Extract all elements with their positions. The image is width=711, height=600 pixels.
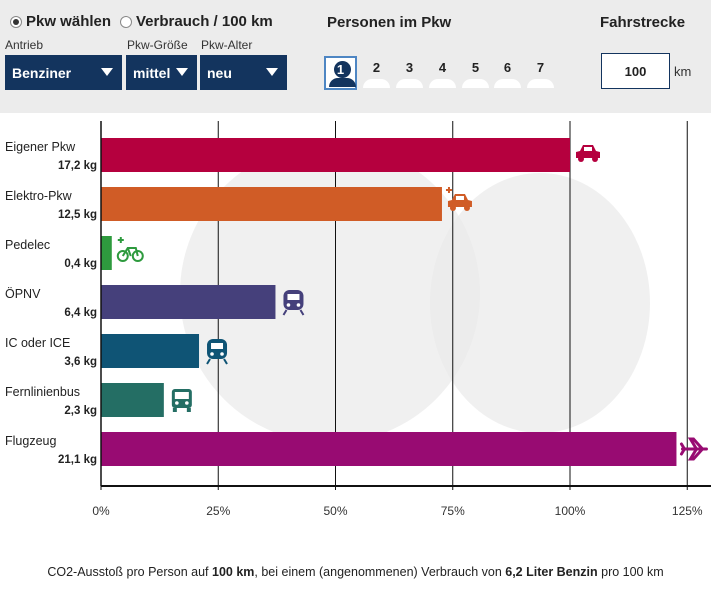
- bar: [101, 334, 200, 368]
- distance-unit: km: [674, 64, 692, 79]
- caption-text: , bei einem (angenommenen) Verbrauch von: [254, 565, 506, 579]
- person-icon: [429, 79, 456, 88]
- x-tick-label: 100%: [555, 504, 586, 518]
- category-label: Flugzeug: [5, 434, 56, 448]
- emissions-chart: Eigener Pkw 17,2 kg Elektro-Pkw 12,5 kg Pede…: [0, 113, 711, 533]
- bar: [101, 432, 677, 466]
- antrieb-select[interactable]: Benziner: [5, 55, 122, 90]
- bar: [101, 187, 442, 221]
- person-option-1[interactable]: 1: [324, 56, 357, 90]
- category-label: Eigener Pkw: [5, 140, 76, 154]
- background-watermark: [430, 173, 650, 433]
- person-count-label: 4: [438, 60, 447, 75]
- person-count-label: 5: [471, 60, 480, 75]
- chevron-down-icon: [176, 68, 188, 76]
- person-option-5[interactable]: 5: [459, 56, 492, 90]
- radio-selected-icon: [10, 15, 22, 28]
- alter-value: neu: [207, 64, 232, 81]
- caption-distance: 100 km: [212, 565, 255, 579]
- tram-icon: [282, 290, 305, 316]
- person-option-2[interactable]: 2: [360, 56, 393, 90]
- value-label: 12,5 kg: [58, 209, 97, 221]
- mode-radio-verbrauch[interactable]: Verbrauch / 100 km: [120, 13, 273, 30]
- mode-radio-verbrauch-label: Verbrauch / 100 km: [136, 13, 273, 30]
- person-icon: [363, 79, 390, 88]
- antrieb-value: Benziner: [12, 64, 72, 81]
- category-label: ÖPNV: [5, 287, 41, 301]
- chart-caption: CO2-Ausstoß pro Person auf 100 km, bei e…: [0, 565, 711, 579]
- alter-label: Pkw-Alter: [201, 38, 253, 52]
- value-label: 21,1 kg: [58, 454, 97, 466]
- distance-title: Fahrstrecke: [600, 14, 686, 31]
- grid-layer: [217, 121, 688, 486]
- bar: [101, 383, 164, 417]
- value-label: 6,4 kg: [64, 307, 97, 319]
- person-option-7[interactable]: 7: [524, 56, 557, 90]
- value-label: 0,4 kg: [64, 258, 97, 270]
- category-label: IC oder ICE: [5, 336, 70, 350]
- electric-car-icon: [445, 187, 472, 211]
- x-tick-label: 75%: [441, 504, 465, 518]
- x-tick-label: 50%: [323, 504, 347, 518]
- category-label: Pedelec: [5, 238, 50, 252]
- category-label: Elektro-Pkw: [5, 189, 73, 203]
- person-count-label: 3: [405, 60, 414, 75]
- person-option-6[interactable]: 6: [491, 56, 524, 90]
- groesse-value: mittel: [133, 64, 171, 81]
- person-option-3[interactable]: 3: [393, 56, 426, 90]
- person-count-label: 6: [503, 60, 512, 75]
- radio-unselected-icon: [120, 15, 132, 28]
- bar-layer: [101, 138, 677, 466]
- persons-title: Personen im Pkw: [327, 14, 452, 31]
- label-layer: Eigener Pkw 17,2 kg Elektro-Pkw 12,5 kg Pede…: [5, 140, 708, 466]
- airplane-icon: [679, 437, 708, 461]
- person-icon: [527, 79, 554, 88]
- category-label: Fernlinienbus: [5, 385, 80, 399]
- pedelec-icon: [116, 237, 144, 262]
- person-icon: [334, 61, 351, 78]
- alter-select[interactable]: neu: [200, 55, 287, 90]
- bar: [101, 236, 112, 270]
- chart-svg: Eigener Pkw 17,2 kg Elektro-Pkw 12,5 kg Pede…: [5, 121, 711, 518]
- value-label: 3,6 kg: [64, 356, 97, 368]
- mode-radio-pkw[interactable]: Pkw wählen: [10, 13, 111, 30]
- chevron-down-icon: [266, 68, 278, 76]
- mode-radio-pkw-label: Pkw wählen: [26, 13, 112, 30]
- antrieb-label: Antrieb: [5, 38, 44, 52]
- x-tick-label: 125%: [672, 504, 703, 518]
- caption-consumption: 6,2 Liter Benzin: [505, 565, 598, 579]
- groesse-label: Pkw-Größe: [127, 38, 188, 52]
- person-option-4[interactable]: 4: [426, 56, 459, 90]
- groesse-select[interactable]: mittel: [126, 55, 197, 90]
- control-panel: Pkw wählen Verbrauch / 100 km Antrieb Pk…: [0, 0, 711, 113]
- value-label: 17,2 kg: [58, 160, 97, 172]
- person-count-label: 7: [536, 60, 545, 75]
- train-icon: [206, 339, 228, 365]
- person-icon: [396, 79, 423, 88]
- axis-layer: 0% 25% 50% 75% 100% 125%: [92, 121, 711, 518]
- value-label: 2,3 kg: [64, 405, 97, 417]
- caption-text: CO2-Ausstoß pro Person auf: [47, 565, 212, 579]
- bar: [101, 285, 276, 319]
- distance-input[interactable]: [601, 53, 670, 89]
- car-icon: [576, 145, 600, 162]
- person-count-label: 2: [372, 60, 381, 75]
- caption-text: pro 100 km: [597, 565, 664, 579]
- person-icon: [494, 79, 521, 88]
- bus-icon: [171, 389, 192, 412]
- x-tick-label: 0%: [92, 504, 110, 518]
- person-count-label: 1: [336, 62, 345, 77]
- x-tick-label: 25%: [206, 504, 230, 518]
- chevron-down-icon: [101, 68, 113, 76]
- person-icon: [462, 79, 489, 88]
- bar: [101, 138, 570, 172]
- person-body-icon: [329, 78, 356, 87]
